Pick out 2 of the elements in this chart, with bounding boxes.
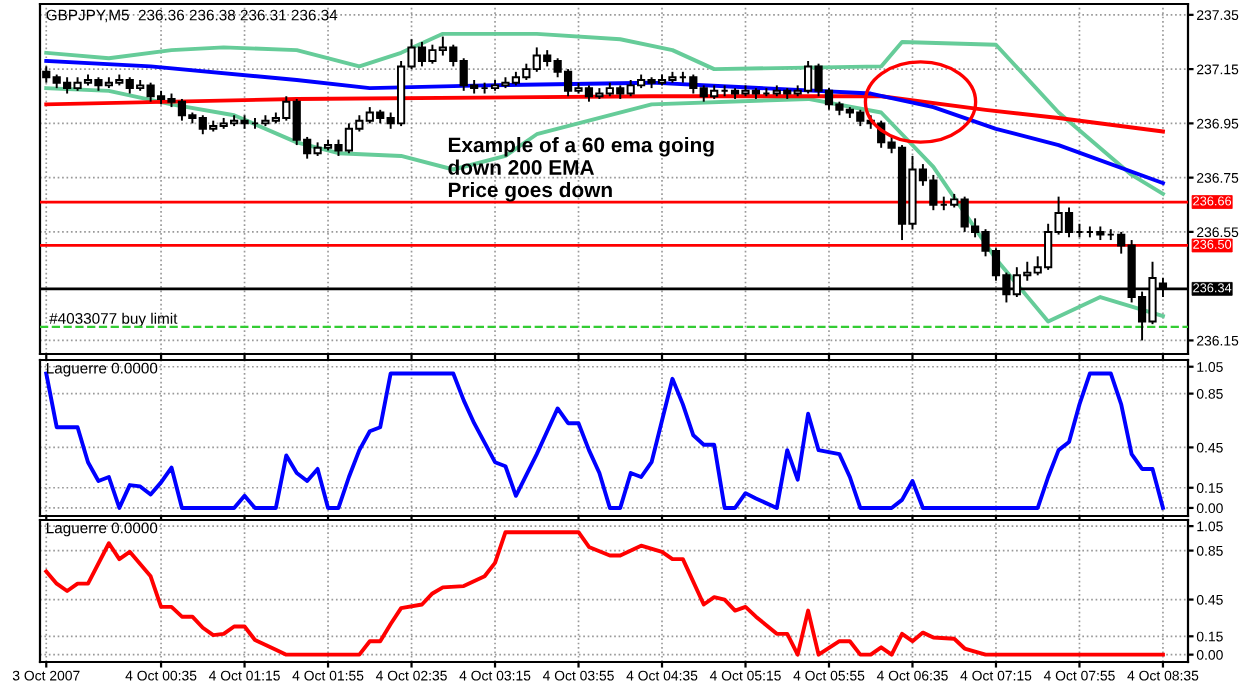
line-series: [44, 86, 1165, 324]
line-series: [44, 59, 1165, 186]
